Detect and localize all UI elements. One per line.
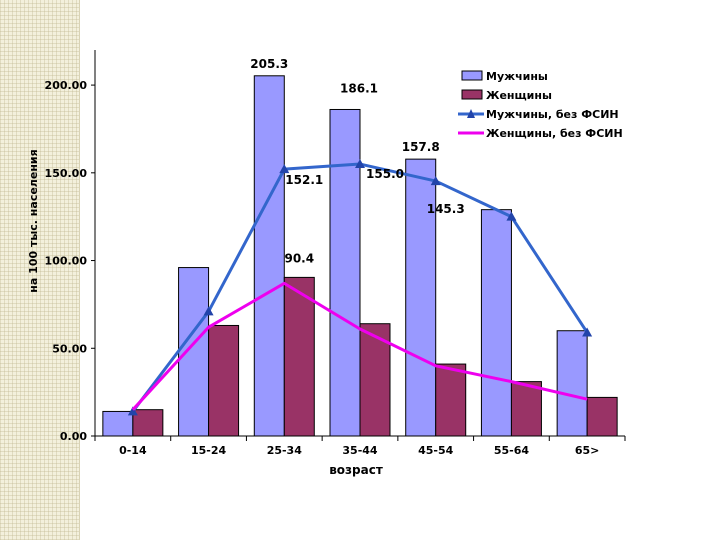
data-label: 90.4 bbox=[284, 251, 314, 265]
bar bbox=[253, 75, 285, 437]
y-tick-label: 200.00 bbox=[45, 79, 88, 92]
series-line bbox=[131, 281, 588, 411]
y-tick-label: 0.00 bbox=[60, 430, 87, 443]
line-point-triangle bbox=[355, 159, 365, 169]
chart-legend: Мужчины Женщины Мужчины, без ФСИН Женщины, … bbox=[458, 70, 623, 140]
decorative-side-strip bbox=[0, 0, 80, 540]
legend-swatch bbox=[461, 89, 483, 100]
legend-marker bbox=[467, 109, 475, 118]
legend-swatch bbox=[461, 70, 483, 81]
bar bbox=[586, 396, 618, 437]
y-tick-label: 50.00 bbox=[52, 342, 87, 355]
line-point-triangle bbox=[582, 327, 593, 337]
line-point-triangle bbox=[506, 211, 517, 221]
bar bbox=[405, 158, 437, 437]
x-tick-label: 45-54 bbox=[418, 444, 454, 457]
bar bbox=[132, 409, 164, 437]
line-point-triangle bbox=[279, 164, 290, 174]
side-strip-edge bbox=[79, 0, 80, 540]
y-tick-label: 150.00 bbox=[45, 167, 88, 180]
bar bbox=[510, 381, 542, 437]
bar bbox=[329, 108, 361, 437]
legend-entry: Женщины, без ФСИН bbox=[486, 127, 623, 140]
chart-bars bbox=[102, 75, 618, 437]
data-label: 155.0 bbox=[366, 167, 404, 181]
x-tick-label: 55-64 bbox=[494, 444, 530, 457]
x-tick-label: 0-14 bbox=[119, 444, 147, 457]
legend-entry: Женщины bbox=[486, 89, 552, 102]
y-tick-label: 100.00 bbox=[45, 255, 88, 268]
legend-entry: Мужчины bbox=[486, 70, 548, 83]
x-tick-label: 25-34 bbox=[267, 444, 303, 457]
data-label: 205.3 bbox=[250, 57, 288, 71]
line-point-triangle bbox=[203, 306, 214, 316]
bar bbox=[480, 209, 512, 437]
x-tick-label: 15-24 bbox=[191, 444, 227, 457]
x-axis-label: возраст bbox=[329, 463, 383, 477]
line-point-triangle bbox=[430, 176, 441, 186]
bar bbox=[208, 324, 240, 437]
legend-entry: Мужчины, без ФСИН bbox=[486, 108, 619, 121]
data-label: 157.8 bbox=[402, 140, 440, 154]
bar bbox=[178, 267, 210, 437]
x-tick-label: 35-44 bbox=[342, 444, 378, 457]
data-label: 152.1 bbox=[285, 173, 323, 187]
bar bbox=[283, 276, 315, 437]
bar bbox=[556, 330, 588, 437]
data-label: 186.1 bbox=[340, 81, 378, 95]
chart-ticks: 0.00 50.00 100.00 150.00 200.00 0-14 15-24 25-3… bbox=[45, 79, 600, 457]
data-label: 145.3 bbox=[427, 202, 465, 216]
line-point-triangle bbox=[127, 406, 138, 416]
y-axis-label: на 100 тыс. населения bbox=[27, 149, 40, 292]
chart-lines bbox=[127, 159, 593, 416]
bar bbox=[435, 363, 467, 437]
x-tick-label: 65> bbox=[575, 444, 600, 457]
chart-data-labels: 205.3 186.1 157.8 90.4 152.1 155.0 145.3 bbox=[250, 57, 464, 266]
